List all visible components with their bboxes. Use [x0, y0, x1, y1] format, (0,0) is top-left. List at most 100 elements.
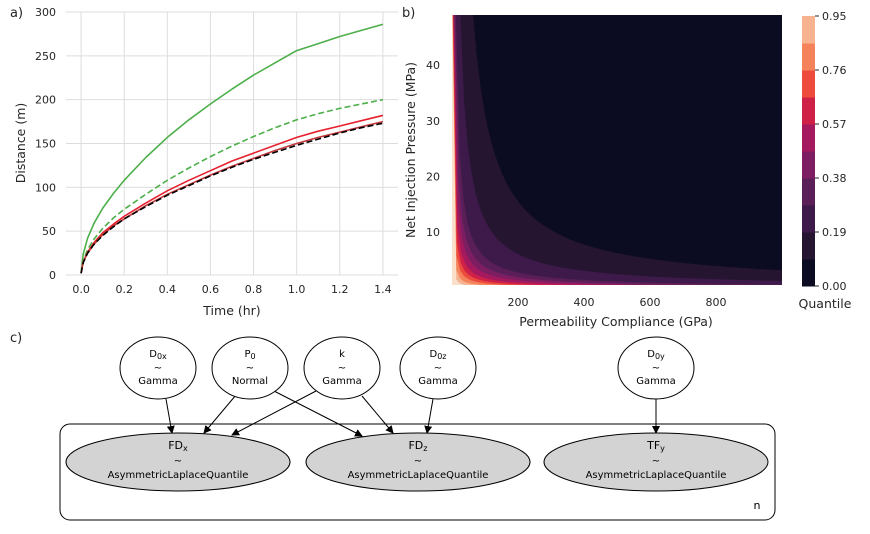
svg-text:D0z: D0z: [430, 349, 447, 361]
node-d0x-dist: Gamma: [138, 376, 178, 387]
node-tfy-main: TF: [646, 439, 660, 452]
contour-fills: [452, 15, 782, 285]
node-d0x-tilde: ~: [154, 363, 162, 374]
y-tick-label: 10: [426, 226, 440, 239]
node-p0-tilde: ~: [246, 363, 254, 374]
y-axis-label-b: Net Injection Pressure (MPa): [403, 62, 418, 238]
edge-k-fdx: [231, 390, 317, 436]
contour-band-6: [452, 15, 575, 285]
svg-text:P0: P0: [244, 349, 255, 361]
node-d0y-dist: Gamma: [636, 376, 676, 387]
svg-text:FDz: FDz: [408, 439, 427, 453]
series-line-1: [80, 98, 384, 274]
colorbar-swatch-7: [802, 70, 815, 98]
colorbar-swatch-0: [802, 259, 815, 287]
colorbar-swatch-2: [802, 205, 815, 233]
x-tick-label: 600: [640, 296, 661, 309]
node-fdz-sub: z: [423, 444, 427, 453]
y-tick-label: 0: [49, 269, 56, 282]
edge-k-fdz: [361, 395, 394, 434]
x-tick-label: 1.4: [374, 283, 392, 296]
x-tick-label: 0.0: [72, 283, 90, 296]
node-fdx-main: FD: [168, 439, 183, 452]
node-d0x-main: D: [149, 349, 157, 360]
edges: [165, 390, 660, 437]
node-d0z: D0z ~ Gamma: [399, 336, 477, 400]
svg-text:D0y: D0y: [647, 349, 665, 361]
panel-b-label: b): [402, 6, 415, 21]
edge-p0-fdz: [273, 390, 363, 437]
edge-d0z-fdz: [424, 398, 434, 434]
node-k: k ~ Gamma: [303, 336, 381, 400]
node-k-main: k: [339, 349, 345, 360]
node-fdx-tilde: ~: [174, 456, 182, 467]
colorbar-swatch-9: [802, 16, 815, 44]
node-fdz-dist: AsymmetricLaplaceQuantile: [348, 470, 489, 481]
x-tick-label: 0.8: [245, 283, 263, 296]
node-fdx-sub: x: [183, 444, 188, 453]
x-tick-label: 800: [706, 296, 727, 309]
contour-band-4: [452, 15, 721, 285]
edge-p0-fdx: [203, 394, 237, 434]
node-fdz: FDz ~ AsymmetricLaplaceQuantile: [305, 432, 531, 492]
colorbar-swatch-1: [802, 232, 815, 260]
y-tick-label: 50: [42, 225, 56, 238]
colorbar-tick-label: 0.00: [822, 280, 847, 293]
node-tfy-dist: AsymmetricLaplaceQuantile: [586, 470, 727, 481]
y-tick-label: 20: [426, 170, 440, 183]
contour-band-7: [452, 15, 536, 285]
x-tick-label: 1.0: [288, 283, 306, 296]
node-p0-main: P: [244, 349, 250, 360]
colorbar-tick-label: 0.38: [822, 172, 847, 185]
node-d0z-dist: Gamma: [418, 376, 458, 387]
y-tick-label: 100: [35, 181, 56, 194]
y-tick-label: 30: [426, 115, 440, 128]
node-k-dist: Gamma: [322, 376, 362, 387]
panel-b-contour-chart: 200 400 600 800 10 20 30 40 Permeability Compl…: [403, 10, 852, 329]
x-tick-label: 0.4: [159, 283, 177, 296]
y-tick-labels-b: 10 20 30 40: [426, 59, 440, 239]
node-tfy-sub: y: [660, 444, 665, 453]
node-d0z-tilde: ~: [434, 363, 442, 374]
plate: [59, 423, 776, 521]
edge-d0x-fdx: [165, 398, 175, 434]
colorbar-swatch-4: [802, 151, 815, 179]
y-axis-label-a: Distance (m): [13, 103, 28, 184]
svg-text:FDx: FDx: [168, 439, 188, 453]
node-d0x-sub: 0x: [157, 352, 167, 361]
colorbar-tick-label: 0.95: [822, 10, 847, 23]
y-tick-label: 40: [426, 59, 440, 72]
series-line-4: [80, 122, 384, 274]
plate-label: n: [754, 499, 761, 512]
contour-band-5: [452, 15, 640, 285]
panel-c-label: c): [10, 331, 22, 346]
series-line-2: [80, 114, 384, 274]
x-axis-label-a: Time (hr): [202, 303, 260, 318]
x-tick-label: 0.2: [115, 283, 133, 296]
node-d0z-sub: 0z: [437, 352, 446, 361]
node-d0x: D0x ~ Gamma: [119, 336, 197, 400]
y-tick-label: 200: [35, 94, 56, 107]
y-tick-label: 300: [35, 6, 56, 19]
y-tick-label: 250: [35, 50, 56, 63]
node-fdz-main: FD: [408, 439, 423, 452]
x-tick-labels-a: 0.0 0.2 0.4 0.6 0.8 1.0 1.2 1.4: [72, 283, 391, 296]
node-d0y: D0y ~ Gamma: [617, 336, 695, 400]
x-tick-label: 1.2: [331, 283, 349, 296]
colorbar: 0.00 0.19 0.38 0.57 0.76 0.95: [802, 10, 847, 293]
node-p0: P0 ~ Normal: [211, 336, 289, 400]
svg-text:k: k: [339, 349, 345, 360]
node-fdx-dist: AsymmetricLaplaceQuantile: [108, 470, 249, 481]
x-tick-labels-b: 200 400 600 800: [508, 296, 727, 309]
colorbar-tick-label: 0.76: [822, 64, 847, 77]
x-tick-label: 400: [574, 296, 595, 309]
node-tfy-tilde: ~: [652, 456, 660, 467]
node-p0-dist: Normal: [232, 376, 268, 387]
node-fdz-tilde: ~: [414, 456, 422, 467]
y-tick-labels-a: 0 50 100 150 200 250 300: [35, 6, 56, 282]
node-d0y-sub: 0y: [655, 352, 665, 361]
panel-a-label: a): [10, 6, 23, 21]
panel-a-line-chart: 0.0 0.2 0.4 0.6 0.8 1.0 1.2 1.4 0 50 100 150 200 250…: [13, 6, 398, 318]
contour-band-3: [452, 15, 782, 285]
